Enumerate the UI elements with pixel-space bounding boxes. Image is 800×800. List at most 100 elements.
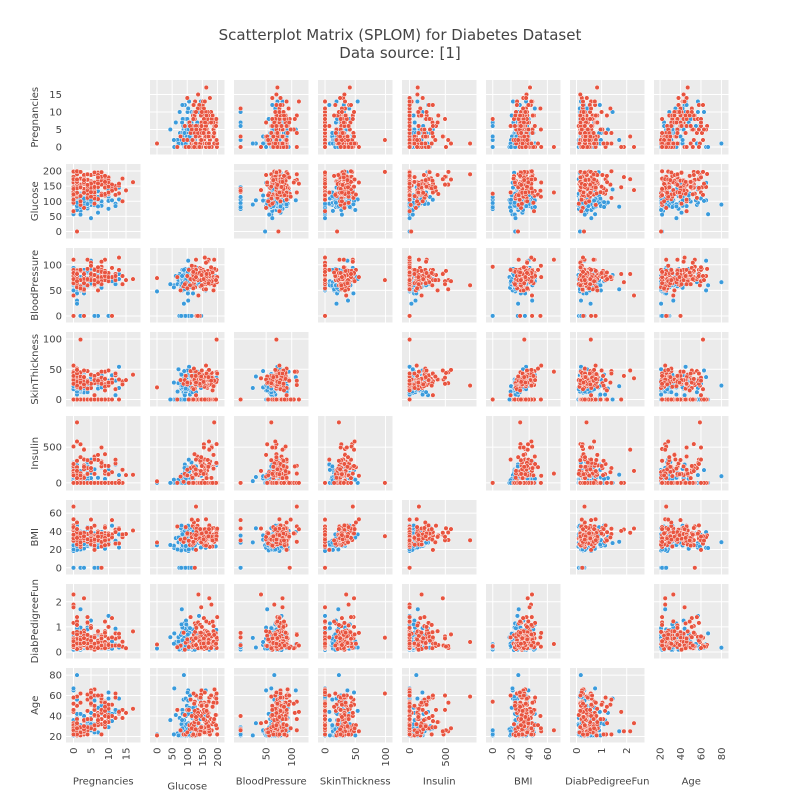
data-point bbox=[293, 197, 299, 203]
data-point bbox=[351, 109, 357, 115]
data-point bbox=[181, 267, 187, 273]
data-point bbox=[407, 112, 413, 119]
data-point bbox=[678, 201, 685, 207]
data-point bbox=[490, 191, 496, 197]
data-point bbox=[322, 269, 328, 275]
panel-Pregnancies-vs-BMI bbox=[486, 80, 561, 155]
data-point bbox=[154, 275, 160, 281]
data-point bbox=[718, 140, 724, 147]
data-point bbox=[213, 116, 219, 122]
data-point bbox=[415, 109, 421, 115]
data-point bbox=[529, 168, 535, 174]
data-point bbox=[467, 140, 473, 147]
data-point bbox=[270, 177, 276, 183]
data-point bbox=[70, 191, 77, 197]
data-point bbox=[322, 208, 328, 214]
data-point bbox=[352, 176, 358, 183]
data-point bbox=[109, 313, 115, 319]
data-point bbox=[411, 179, 417, 185]
data-point bbox=[578, 208, 584, 214]
data-point bbox=[277, 95, 284, 101]
data-point bbox=[186, 267, 192, 273]
data-point bbox=[430, 123, 436, 129]
data-point bbox=[517, 173, 523, 179]
data-point bbox=[696, 144, 702, 150]
data-point bbox=[178, 313, 184, 319]
panel-Glucose-vs-BMI bbox=[486, 164, 561, 239]
data-point bbox=[345, 184, 351, 190]
data-point bbox=[411, 140, 417, 147]
data-point bbox=[490, 204, 496, 210]
data-point bbox=[167, 281, 173, 287]
data-point bbox=[190, 290, 196, 296]
data-point bbox=[77, 184, 84, 190]
data-point bbox=[701, 126, 707, 133]
data-point bbox=[322, 255, 328, 261]
data-point bbox=[584, 95, 590, 101]
data-point bbox=[523, 203, 529, 209]
panel-BloodPressure-vs-Insulin bbox=[402, 248, 477, 323]
panel-Glucose-vs-Pregnancies bbox=[66, 164, 141, 239]
data-point bbox=[671, 112, 677, 119]
data-point bbox=[350, 259, 356, 265]
data-point bbox=[203, 84, 209, 91]
data-point bbox=[338, 282, 344, 288]
data-point bbox=[202, 98, 208, 105]
data-point bbox=[678, 210, 685, 216]
data-point bbox=[95, 287, 101, 293]
data-point bbox=[659, 212, 665, 218]
data-point bbox=[582, 169, 588, 176]
data-point bbox=[604, 112, 610, 119]
data-point bbox=[356, 179, 362, 186]
data-point bbox=[669, 204, 675, 210]
data-point bbox=[408, 202, 414, 208]
data-point bbox=[274, 84, 280, 91]
data-point bbox=[514, 102, 520, 108]
data-point bbox=[580, 98, 586, 105]
data-point bbox=[591, 198, 597, 204]
data-point bbox=[537, 188, 543, 194]
data-point bbox=[512, 215, 519, 221]
data-point bbox=[238, 123, 244, 129]
data-point bbox=[206, 140, 212, 147]
data-point bbox=[123, 277, 129, 283]
data-point bbox=[537, 105, 543, 112]
data-point bbox=[352, 207, 358, 213]
data-point bbox=[116, 267, 122, 273]
data-point bbox=[521, 133, 527, 140]
data-point bbox=[508, 189, 514, 196]
data-point bbox=[423, 133, 429, 140]
data-point bbox=[608, 195, 614, 201]
data-point bbox=[353, 192, 359, 198]
data-point bbox=[688, 184, 694, 190]
data-point bbox=[718, 202, 724, 208]
data-point bbox=[601, 204, 607, 210]
data-point bbox=[344, 133, 350, 140]
data-point bbox=[70, 186, 77, 192]
data-point bbox=[205, 133, 211, 140]
data-point bbox=[408, 228, 414, 235]
data-point bbox=[269, 215, 275, 221]
data-point bbox=[173, 119, 179, 126]
data-point bbox=[659, 168, 665, 174]
data-point bbox=[322, 197, 328, 203]
data-point bbox=[322, 277, 328, 283]
data-point bbox=[601, 199, 607, 205]
data-point bbox=[674, 130, 680, 136]
data-point bbox=[416, 182, 422, 188]
data-point bbox=[659, 116, 665, 122]
data-point bbox=[591, 171, 597, 177]
data-point bbox=[674, 171, 680, 177]
data-point bbox=[91, 272, 98, 278]
data-point bbox=[593, 202, 599, 208]
data-point bbox=[193, 133, 199, 140]
data-point bbox=[352, 140, 358, 147]
data-point bbox=[665, 140, 671, 147]
data-point bbox=[490, 144, 496, 150]
data-point bbox=[522, 109, 528, 115]
data-point bbox=[430, 189, 436, 196]
data-point bbox=[193, 109, 199, 115]
data-point bbox=[407, 173, 413, 179]
data-point bbox=[701, 181, 707, 187]
